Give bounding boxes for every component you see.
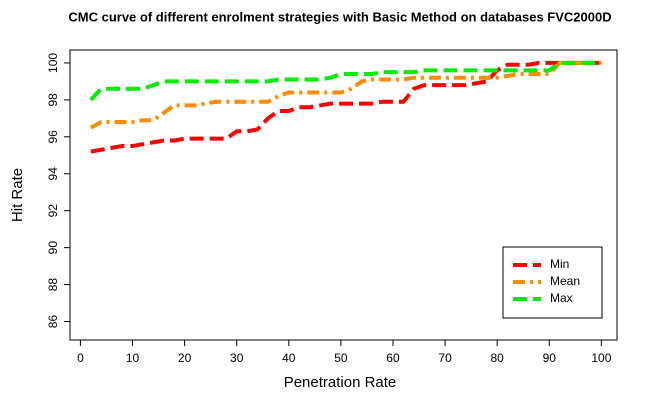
x-axis-label: Penetration Rate [284,374,397,391]
chart-title: CMC curve of different enrolment strateg… [68,9,611,24]
y-tick-label: 96 [46,130,60,144]
x-tick-label: 60 [386,351,400,365]
y-tick-label: 88 [46,278,60,292]
x-tick-label: 0 [77,351,84,365]
legend-label: Min [550,257,569,271]
y-tick-label: 98 [46,93,60,107]
legend-label: Max [550,291,573,305]
x-tick-label: 20 [178,351,192,365]
series-line [90,60,602,154]
x-tick-label: 40 [282,351,296,365]
y-axis-label: Hit Rate [9,168,26,222]
x-tick-label: 10 [126,351,140,365]
x-tick-label: 30 [230,351,244,365]
y-tick-label: 94 [46,167,60,181]
y-tick-label: 90 [46,241,60,255]
series-line [89,60,602,102]
x-tick-label: 100 [591,351,611,365]
x-tick-label: 50 [334,351,348,365]
x-tick-label: 90 [543,351,557,365]
y-tick-label: 86 [46,315,60,329]
plot-frame [69,49,618,341]
legend-label: Mean [550,274,580,288]
y-tick-label: 92 [46,204,60,218]
y-tick-label: 100 [46,53,60,73]
x-tick-label: 80 [491,351,505,365]
x-tick-label: 70 [438,351,452,365]
